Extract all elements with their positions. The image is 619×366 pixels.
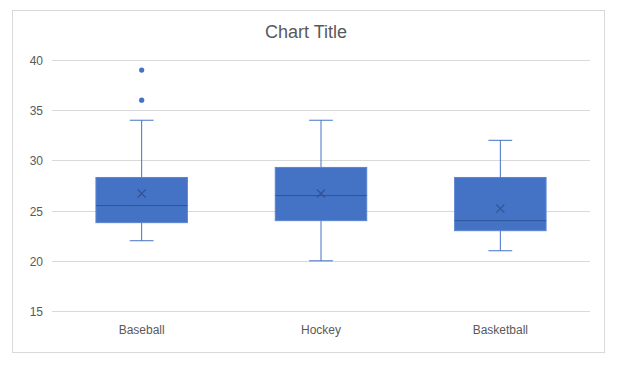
outlier xyxy=(139,67,144,72)
lower-whisker xyxy=(321,221,322,261)
median-line xyxy=(275,195,366,196)
whisker-cap-max xyxy=(309,120,333,121)
chart-title: Chart Title xyxy=(265,22,347,42)
grid-line xyxy=(52,110,590,111)
lower-whisker xyxy=(141,223,142,241)
grid-line xyxy=(52,311,590,312)
median-line xyxy=(455,220,546,221)
x-tick-label: Baseball xyxy=(119,323,165,337)
upper-whisker xyxy=(321,120,322,167)
whisker-cap-min xyxy=(309,260,333,261)
median-line xyxy=(96,205,187,206)
whisker-cap-max xyxy=(488,140,512,141)
y-tick-label: 25 xyxy=(30,205,44,219)
box xyxy=(275,167,366,220)
mean-marker xyxy=(138,190,146,198)
y-tick-label: 40 xyxy=(30,54,44,68)
y-tick-label: 30 xyxy=(30,154,44,168)
upper-whisker xyxy=(500,140,501,177)
y-tick-label: 15 xyxy=(30,305,44,319)
mean-marker xyxy=(496,205,504,213)
box xyxy=(96,177,187,222)
lower-whisker xyxy=(500,231,501,251)
whisker-cap-max xyxy=(130,120,154,121)
x-tick-label: Hockey xyxy=(301,323,341,337)
whisker-cap-min xyxy=(488,250,512,251)
whisker-cap-min xyxy=(130,240,154,241)
box xyxy=(455,177,546,230)
upper-whisker xyxy=(141,120,142,177)
chart: Chart Title 15 20 25 30 35 40 Baseball Hockey Bas… xyxy=(0,0,619,366)
grid-line xyxy=(52,261,590,262)
y-tick-label: 35 xyxy=(30,104,44,118)
mean-marker xyxy=(317,190,325,198)
y-tick-label: 20 xyxy=(30,255,44,269)
outlier xyxy=(139,98,144,103)
grid-line xyxy=(52,60,590,61)
chart-area xyxy=(13,11,605,353)
x-tick-label: Basketball xyxy=(473,323,528,337)
plot-marks xyxy=(96,67,546,260)
